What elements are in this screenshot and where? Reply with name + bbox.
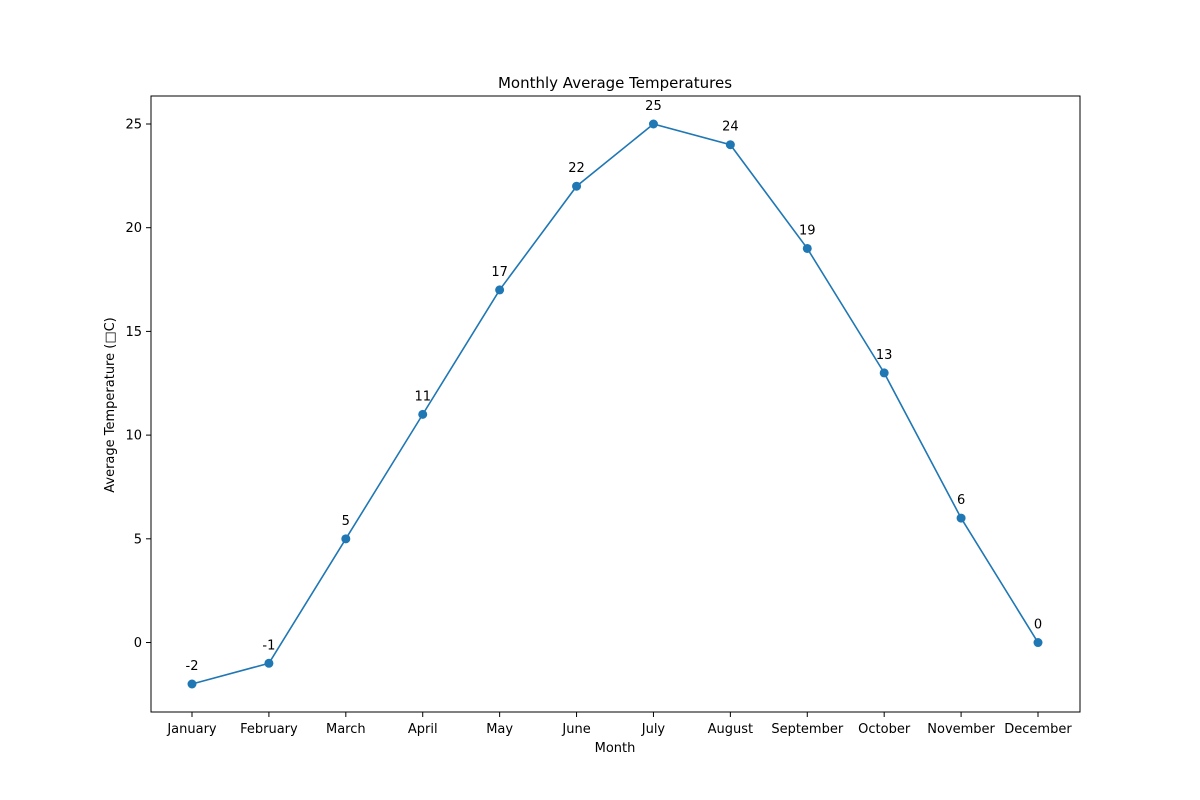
x-tick-label: February	[240, 722, 298, 737]
x-tick-label: December	[1004, 722, 1072, 737]
y-axis-label: Average Temperature (□C)	[103, 317, 118, 493]
data-label: 25	[645, 99, 662, 114]
data-label: 6	[957, 493, 965, 508]
data-point	[341, 534, 351, 544]
data-point	[264, 658, 274, 668]
data-label: 19	[799, 223, 816, 238]
data-point	[956, 513, 966, 523]
data-point	[648, 119, 658, 129]
data-label: 0	[1034, 618, 1042, 633]
y-tick-label: 10	[125, 429, 142, 444]
data-point	[418, 409, 428, 419]
data-label: 13	[876, 348, 893, 363]
data-point	[572, 181, 582, 191]
data-point	[1033, 638, 1043, 648]
data-point	[725, 140, 735, 150]
data-label: -1	[262, 638, 275, 653]
chart-title: Monthly Average Temperatures	[498, 74, 732, 92]
data-point	[802, 243, 812, 253]
series-line	[191, 123, 1039, 685]
plot-area: 0 5 10 15 20 25 January February March April May Ju…	[125, 95, 1081, 737]
x-tick-label: November	[927, 722, 995, 737]
data-label: 24	[722, 120, 739, 135]
x-tick-label: May	[486, 722, 513, 737]
x-tick-label: October	[858, 722, 911, 737]
data-label: 5	[342, 514, 350, 529]
data-label: -2	[186, 659, 199, 674]
y-tick-label: 15	[125, 325, 142, 340]
data-point	[879, 368, 889, 378]
data-label: 11	[414, 389, 431, 404]
y-tick-label: 0	[134, 636, 142, 651]
x-tick-label: January	[166, 722, 217, 737]
x-tick-label: September	[771, 722, 844, 737]
x-tick-label: July	[641, 722, 666, 737]
plot-frame	[150, 95, 1081, 713]
x-tick-label: April	[408, 722, 438, 737]
data-label: 17	[491, 265, 508, 280]
y-tick-label: 25	[125, 118, 142, 133]
y-tick-label: 20	[125, 221, 142, 236]
data-point	[187, 679, 197, 689]
x-tick-label: June	[561, 722, 590, 737]
data-label: 22	[568, 161, 585, 176]
x-tick-label: March	[326, 722, 366, 737]
y-tick-label: 5	[134, 532, 142, 547]
x-axis-label: Month	[595, 741, 636, 756]
x-tick-label: August	[708, 722, 754, 737]
data-point	[495, 285, 505, 295]
